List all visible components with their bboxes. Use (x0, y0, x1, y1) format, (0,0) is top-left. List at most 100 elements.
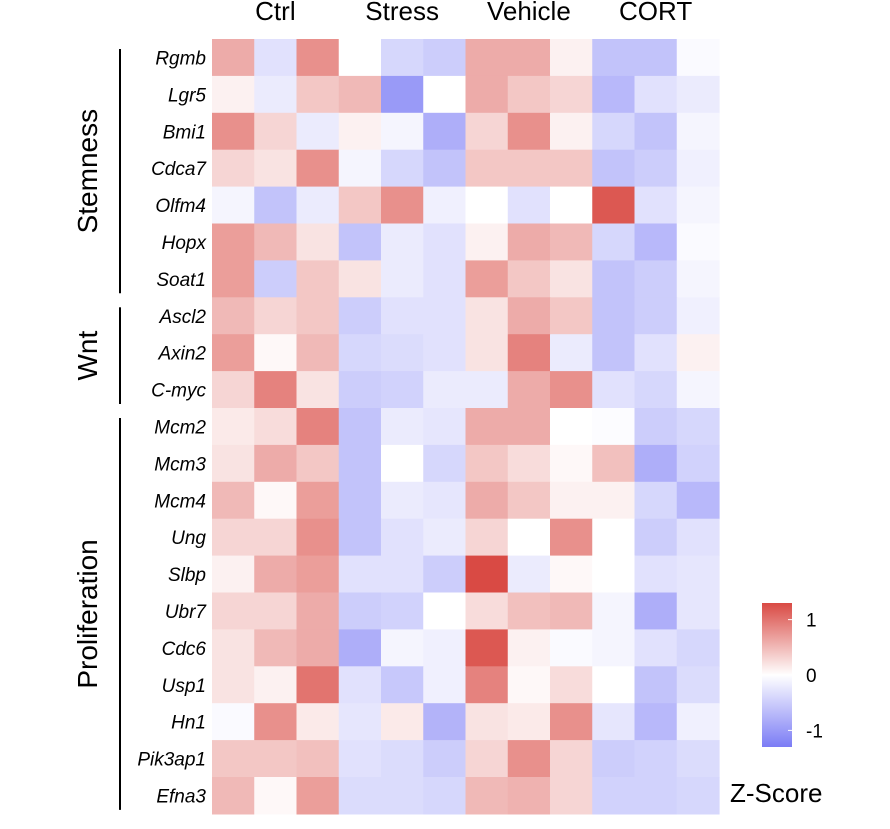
heatmap-cell (338, 592, 382, 630)
heatmap-cell (592, 777, 636, 815)
heatmap-cell (296, 260, 340, 298)
heatmap-cell (254, 186, 298, 225)
heatmap-cell (465, 703, 509, 741)
heatmap-cell (381, 371, 424, 409)
heatmap-cell (212, 371, 255, 409)
heatmap-cell (254, 223, 298, 261)
heatmap-cell (676, 260, 720, 298)
heatmap-cell (676, 371, 720, 409)
gene-label: Slbp (168, 565, 206, 586)
heatmap-cell (507, 518, 551, 557)
heatmap-cell (507, 592, 551, 630)
heatmap-cell (381, 223, 424, 261)
heatmap-cell (338, 408, 382, 446)
heatmap-cell (634, 149, 678, 188)
heatmap-cell (338, 371, 382, 409)
heatmap-cell (296, 777, 340, 815)
heatmap-cell (676, 223, 720, 261)
heatmap-cell (381, 740, 424, 778)
gene-label: C-myc (151, 381, 206, 402)
heatmap-cell (212, 666, 255, 704)
heatmap-cell (634, 555, 678, 594)
heatmap-cell (592, 112, 636, 151)
heatmap-cell (634, 371, 678, 409)
gene-label: Ubr7 (165, 602, 208, 623)
heatmap-cell (634, 408, 678, 446)
heatmap-cell (381, 555, 424, 594)
heatmap-cell (296, 334, 340, 372)
heatmap-cell (634, 629, 678, 667)
gene-label: Efna3 (156, 786, 206, 807)
heatmap-cell (296, 112, 340, 151)
heatmap-cell (550, 223, 593, 261)
heatmap-cell (634, 481, 678, 520)
heatmap-cell (254, 39, 298, 77)
legend-colorbar (762, 603, 792, 747)
heatmap-cell (338, 260, 382, 298)
heatmap-cell (381, 186, 424, 225)
heatmap-cell (507, 408, 551, 446)
category-label: Stemness (72, 109, 103, 234)
heatmap-cell (592, 39, 636, 77)
heatmap-cell (465, 629, 509, 667)
heatmap-cell (423, 297, 467, 335)
heatmap-cell (592, 297, 636, 335)
heatmap-cell (592, 592, 636, 630)
heatmap-cell (212, 149, 255, 188)
heatmap-cell (212, 223, 255, 261)
heatmap-cell (423, 555, 467, 594)
heatmap-cell (296, 297, 340, 335)
heatmap-cell (381, 112, 424, 151)
heatmap-cell (381, 408, 424, 446)
heatmap-cell (423, 186, 467, 225)
heatmap-cell (592, 703, 636, 741)
heatmap-cell (381, 149, 424, 188)
gene-labels: Rgmb Lgr5 Bmi1 Cdca7 Olfm4 Hopx Soat1 Ascl2 Axin… (137, 48, 207, 807)
heatmap-cell (212, 740, 255, 778)
gene-label: Mcm4 (154, 491, 206, 512)
gene-label: Cdc6 (162, 639, 207, 660)
gene-label: Soat1 (156, 270, 206, 291)
heatmap-cell (212, 592, 255, 630)
heatmap-cell (507, 740, 551, 778)
heatmap-cell (212, 186, 255, 225)
heatmap-cell (296, 149, 340, 188)
heatmap-cell (465, 481, 509, 520)
heatmap-cell (676, 297, 720, 335)
heatmap-cell (550, 75, 593, 114)
legend-tick-label: 0 (806, 666, 817, 687)
heatmap-cell (338, 186, 382, 225)
heatmap-cell (296, 39, 340, 77)
heatmap-cell (550, 112, 593, 151)
heatmap-cell (465, 740, 509, 778)
heatmap-cell (507, 481, 551, 520)
heatmap-cell (634, 666, 678, 704)
heatmap-cell (212, 334, 255, 372)
heatmap-cell (676, 39, 720, 77)
heatmap-cell (550, 39, 593, 77)
heatmap-cell (338, 629, 382, 667)
gene-label: Ascl2 (159, 307, 207, 328)
heatmap-cell (381, 592, 424, 630)
heatmap-cell (676, 592, 720, 630)
heatmap-cell (423, 629, 467, 667)
heatmap-cell (592, 555, 636, 594)
heatmap-cell (296, 592, 340, 630)
heatmap-cell (212, 297, 255, 335)
heatmap-cell (634, 297, 678, 335)
heatmap-cell (212, 260, 255, 298)
heatmap-cell (338, 75, 382, 114)
heatmap-cell (338, 334, 382, 372)
heatmap-cell (254, 75, 298, 114)
heatmap-cell (634, 703, 678, 741)
heatmap-cell (507, 149, 551, 188)
heatmap-cell (423, 260, 467, 298)
heatmap-cell (550, 555, 593, 594)
heatmap-cell (381, 666, 424, 704)
heatmap-cell (465, 666, 509, 704)
heatmap-cell (423, 112, 467, 151)
gene-label: Ung (171, 528, 206, 549)
heatmap-cell (423, 75, 467, 114)
group-label: Ctrl (255, 0, 295, 26)
heatmap-cell (592, 149, 636, 188)
